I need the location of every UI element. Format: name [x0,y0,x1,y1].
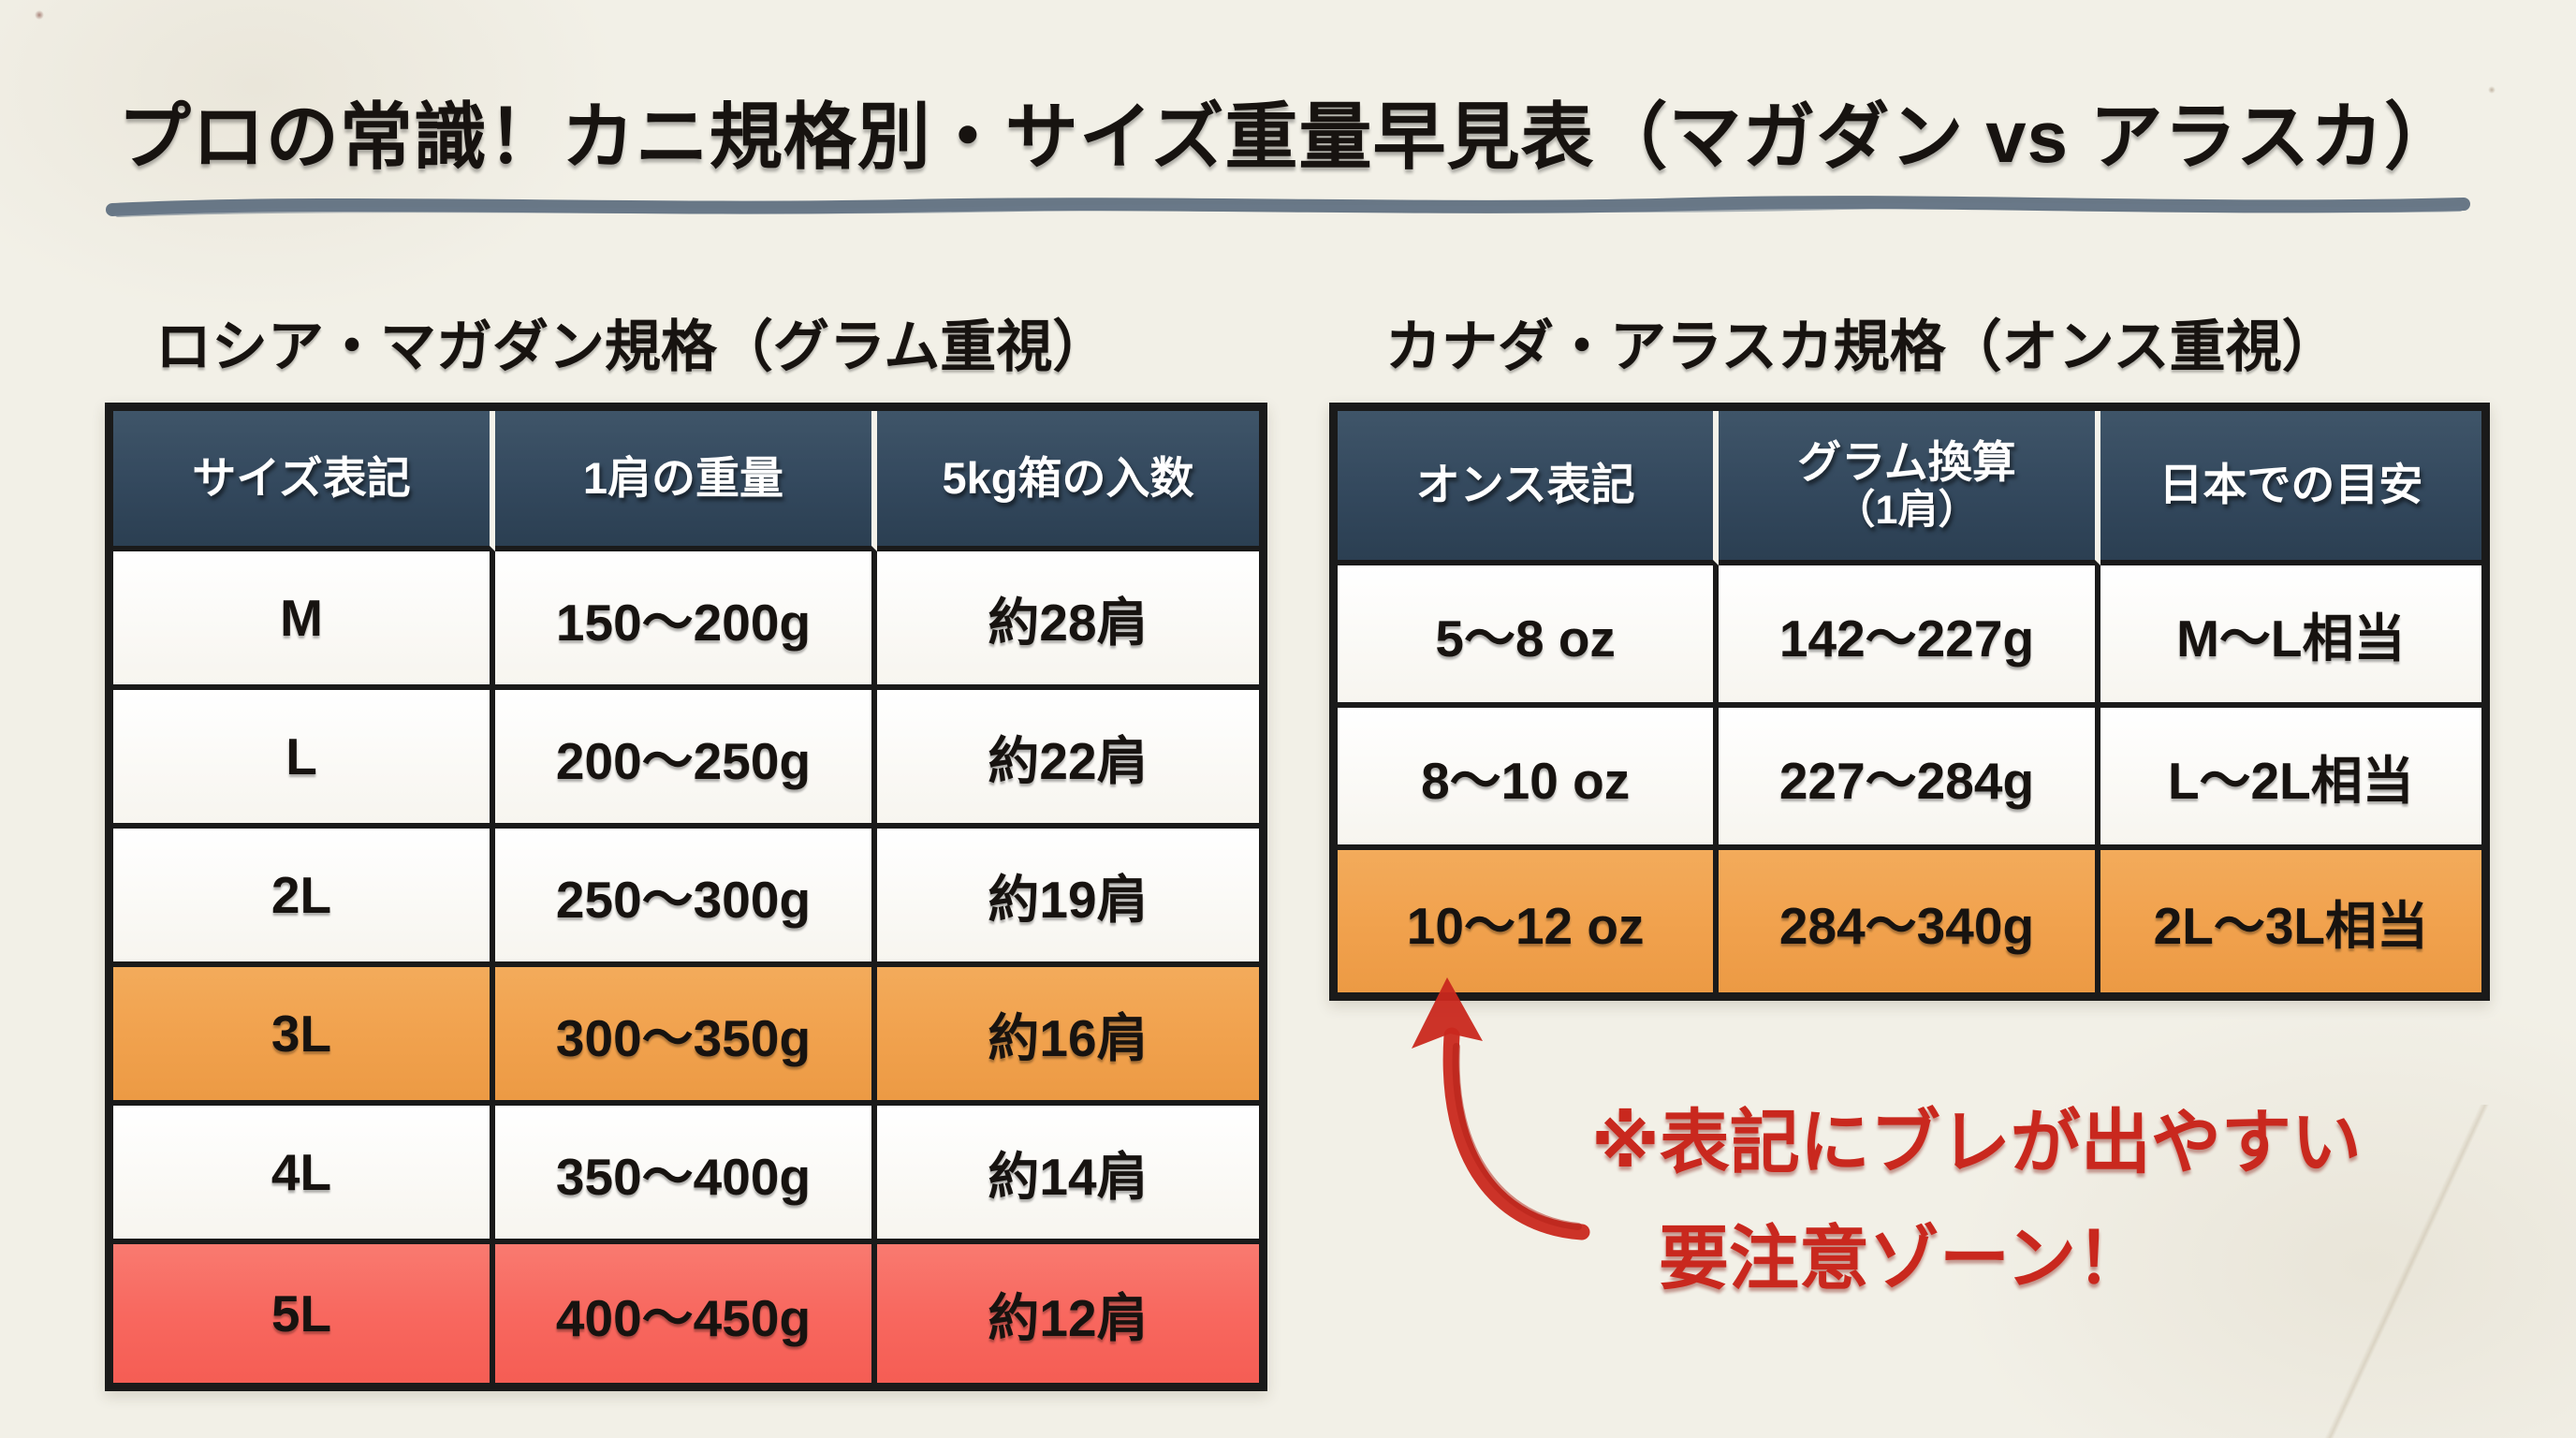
table-cell: L [113,690,495,829]
header-cell-subline: （1肩） [1835,487,1979,533]
header-cell: グラム換算 （1肩） [1719,411,2100,565]
table-cell: 142〜227g [1719,565,2100,708]
table-cell: 227〜284g [1719,708,2100,850]
table-cell-highlight-orange: 約16肩 [877,967,1259,1106]
table-cell-highlight-orange: 284〜340g [1719,850,2100,992]
table-cell: 8〜10 oz [1338,708,1720,850]
table-cell-highlight-orange: 2L〜3L相当 [2100,850,2481,992]
magadan-heading: ロシア・マガダン規格（グラム重視） [155,315,1109,378]
header-cell: 日本での目安 [2100,411,2481,565]
red-arrow-icon [1412,977,1590,1240]
table-cell: 200〜250g [495,690,877,829]
table-cell: 約22肩 [877,690,1259,829]
table-cell: 150〜200g [495,551,877,690]
table-cell: 5〜8 oz [1338,565,1720,708]
table-cell: 2L [113,829,495,967]
table-cell-highlight-orange: 10〜12 oz [1338,850,1720,992]
magadan-table: サイズ表記 1肩の重量 5kg箱の入数 M 150〜200g 約28肩 L 20… [105,403,1267,1391]
header-cell: サイズ表記 [113,411,495,551]
page-title: プロの常識！カニ規格別・サイズ重量早見表（マガダン vs アラスカ） [117,95,2459,178]
title-underline [106,196,2470,217]
table-cell: 約14肩 [877,1106,1259,1244]
table-cell-highlight-orange: 3L [113,967,495,1106]
table-cell: M [113,551,495,690]
header-cell: 1肩の重量 [495,411,877,551]
table-cell-highlight-red: 5L [113,1244,495,1383]
alaska-table: オンス表記 グラム換算 （1肩） 日本での目安 5〜8 oz 142〜227g … [1329,403,2490,1001]
alaska-heading: カナダ・アラスカ規格（オンス重視） [1385,315,2338,378]
table-cell: 350〜400g [495,1106,877,1244]
table-cell: 4L [113,1106,495,1244]
header-cell: 5kg箱の入数 [877,411,1259,551]
table-cell: 約19肩 [877,829,1259,967]
table-cell: 250〜300g [495,829,877,967]
caution-note: ※表記にブレが出やすい 要注意ゾーン！ [1591,1084,2362,1316]
table-cell-highlight-red: 400〜450g [495,1244,877,1383]
table-cell: 約28肩 [877,551,1259,690]
table-cell: L〜2L相当 [2100,708,2481,850]
caution-note-line2: 要注意ゾーン！ [1659,1219,2147,1298]
caution-note-line1: ※表記にブレが出やすい [1591,1103,2362,1181]
header-cell-label: グラム換算 [1797,437,2016,488]
header-cell: オンス表記 [1338,411,1720,565]
table-cell-highlight-red: 約12肩 [877,1244,1259,1383]
table-cell-highlight-orange: 300〜350g [495,967,877,1106]
table-cell: M〜L相当 [2100,565,2481,708]
